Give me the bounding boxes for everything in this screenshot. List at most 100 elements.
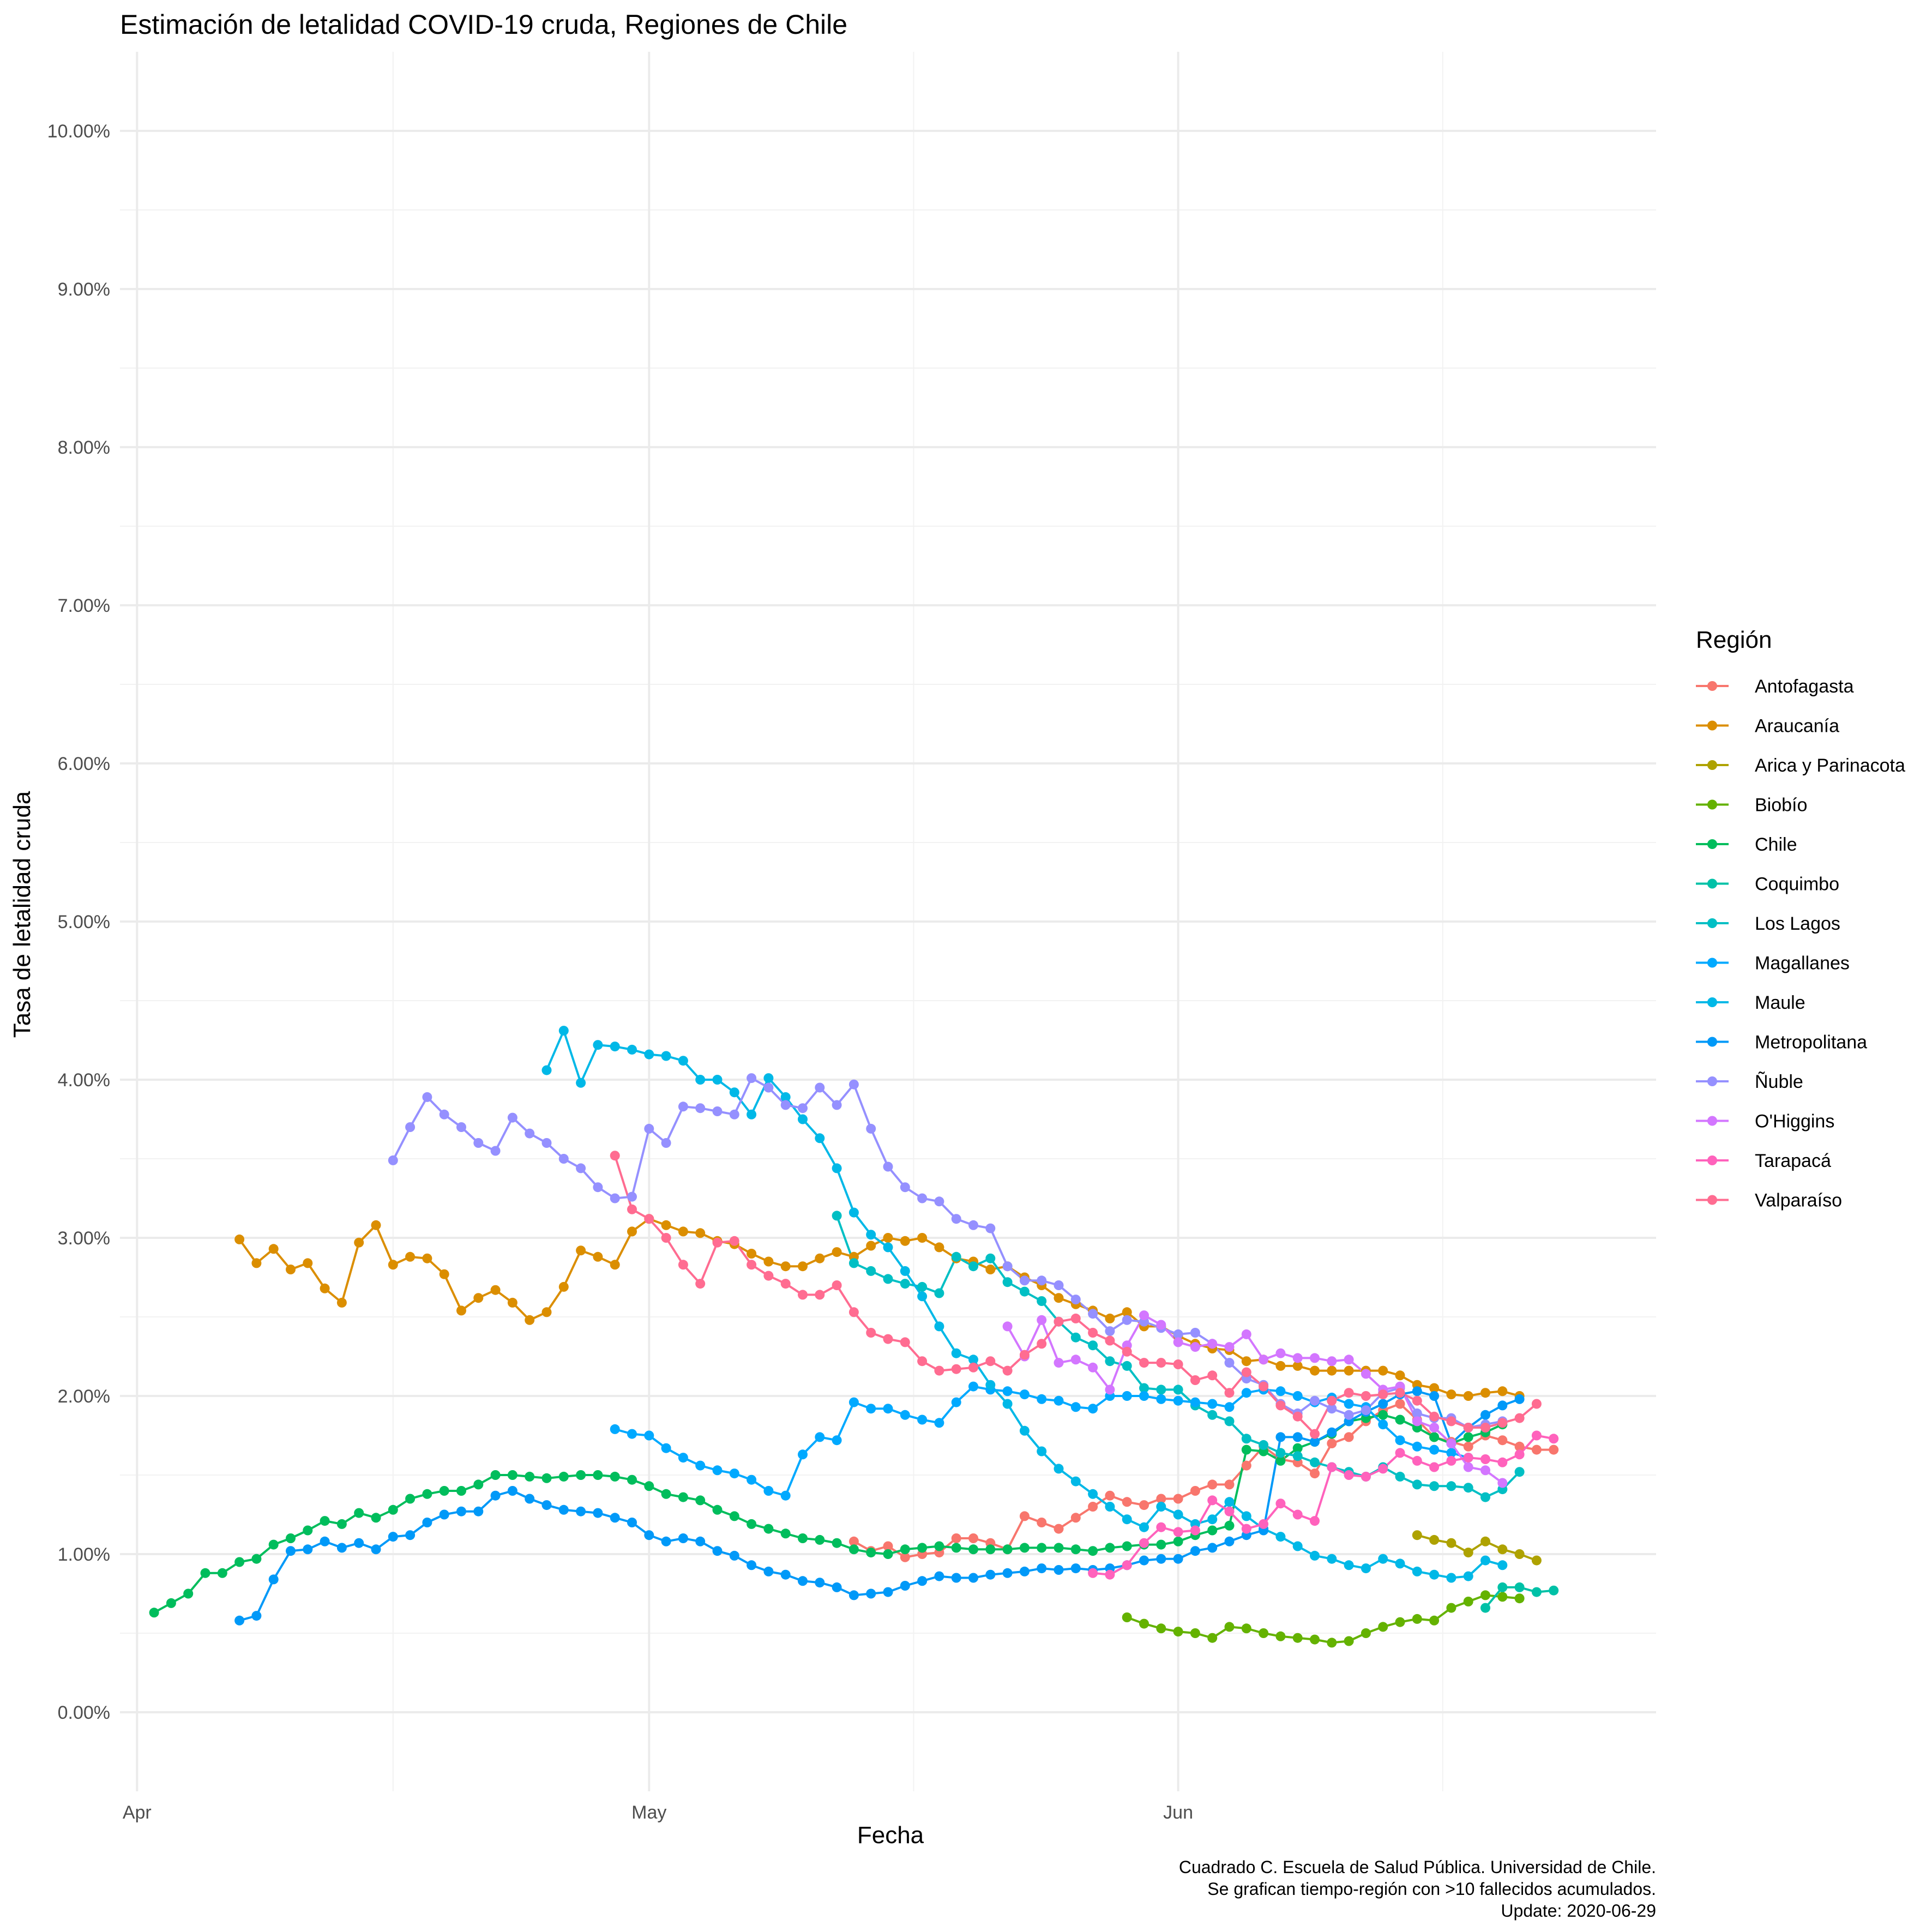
data-point-o-higgins [1054,1358,1064,1368]
data-point-nuble [525,1128,535,1139]
data-point-metropolitana [1480,1410,1490,1420]
x-tick-label: May [631,1802,666,1823]
data-point-araucania [798,1261,808,1272]
data-point-coquimbo [1531,1587,1542,1597]
data-point-nuble [405,1122,416,1132]
data-point-chile [576,1470,586,1480]
data-point-araucania [763,1256,774,1267]
data-point-valparaiso [1395,1388,1405,1398]
data-point-maule [1122,1514,1132,1525]
data-point-araucania [610,1260,620,1270]
data-point-nuble [798,1103,808,1114]
data-point-araucania [303,1258,313,1268]
data-point-o-higgins [1190,1342,1200,1352]
data-point-tarapaca [1088,1568,1098,1578]
data-point-antofagasta [1327,1439,1337,1448]
y-tick-label: 4.00% [58,1070,110,1091]
data-point-los-lagos [1002,1277,1013,1287]
data-point-nuble [1412,1408,1422,1418]
data-point-chile [507,1470,517,1480]
data-point-los-lagos [985,1253,996,1263]
data-point-biobio [1463,1597,1473,1606]
data-point-maule [610,1042,620,1052]
data-point-biobio [1480,1590,1490,1600]
data-point-metropolitana [286,1546,296,1556]
data-point-antofagasta [1156,1494,1166,1504]
series-line-maule [545,1030,1503,1579]
data-point-araucania [934,1242,944,1253]
data-point-maule [917,1291,928,1302]
data-point-tarapaca [1292,1509,1303,1520]
data-point-metropolitana [1207,1543,1218,1553]
data-point-chile [183,1588,194,1599]
data-point-metropolitana [405,1530,416,1540]
data-point-arica-y-parinacota [1531,1555,1542,1566]
data-point-magallanes [798,1449,808,1460]
data-point-chile [388,1504,398,1515]
data-point-maule [934,1321,944,1332]
data-point-araucania [422,1253,432,1263]
data-point-chile [1070,1544,1081,1555]
data-point-o-higgins [1241,1329,1251,1339]
data-point-araucania [354,1237,364,1248]
data-point-los-lagos [1019,1286,1030,1297]
data-point-nuble [678,1102,688,1112]
data-point-valparaiso [900,1337,910,1347]
data-point-nuble [712,1106,723,1116]
data-point-metropolitana [900,1581,910,1591]
data-point-o-higgins [1037,1315,1047,1325]
data-point-magallanes [1156,1394,1166,1404]
data-point-tarapaca [1190,1525,1200,1536]
data-point-antofagasta [1549,1445,1559,1455]
data-point-araucania [1310,1365,1320,1376]
data-point-araucania [1327,1365,1337,1376]
data-point-valparaiso [1105,1335,1115,1346]
data-point-biobio [1139,1618,1149,1629]
data-point-araucania [917,1233,928,1243]
data-point-valparaiso [1156,1358,1166,1368]
data-point-arica-y-parinacota [1497,1544,1508,1555]
legend-item-metropolitana: Metropolitana [1696,1032,1867,1053]
data-point-maule [541,1065,552,1075]
data-point-valparaiso [1241,1367,1251,1377]
data-point-valparaiso [661,1233,671,1243]
data-point-metropolitana [268,1574,279,1585]
series-points [149,1026,1559,1648]
y-tick-label: 0.00% [58,1702,110,1723]
data-point-maule [1480,1555,1490,1566]
y-tick-label: 2.00% [58,1386,110,1407]
data-point-maule [1463,1571,1473,1581]
legend-key-point [1707,918,1717,928]
data-point-antofagasta [1105,1490,1115,1501]
data-point-biobio [1429,1615,1440,1626]
data-point-maule [866,1230,876,1240]
data-point-valparaiso [1275,1400,1286,1411]
data-point-metropolitana [1190,1546,1200,1556]
data-point-araucania [405,1251,416,1262]
data-point-o-higgins [1070,1355,1081,1365]
data-point-nuble [866,1123,876,1134]
data-point-maule [1327,1554,1337,1564]
data-point-magallanes [1173,1395,1183,1406]
data-point-araucania [1497,1386,1508,1397]
legend-label: Biobío [1755,795,1807,816]
data-point-chile [234,1557,245,1567]
data-point-chile [1088,1546,1098,1556]
data-point-chile [1037,1543,1047,1553]
data-point-magallanes [763,1486,774,1496]
legend-key-point [1707,1116,1717,1126]
data-point-valparaiso [1139,1358,1149,1368]
data-point-metropolitana [234,1615,245,1626]
data-point-maule [1378,1554,1388,1564]
data-point-los-lagos [951,1251,961,1262]
data-point-chile [883,1549,893,1559]
data-point-metropolitana [1139,1555,1149,1566]
data-point-los-lagos [1241,1434,1251,1444]
data-point-nuble [1327,1404,1337,1414]
data-point-chile [1463,1432,1473,1442]
data-point-chile [695,1495,706,1506]
data-point-magallanes [712,1465,723,1476]
data-point-metropolitana [422,1518,432,1527]
data-point-araucania [507,1297,517,1308]
